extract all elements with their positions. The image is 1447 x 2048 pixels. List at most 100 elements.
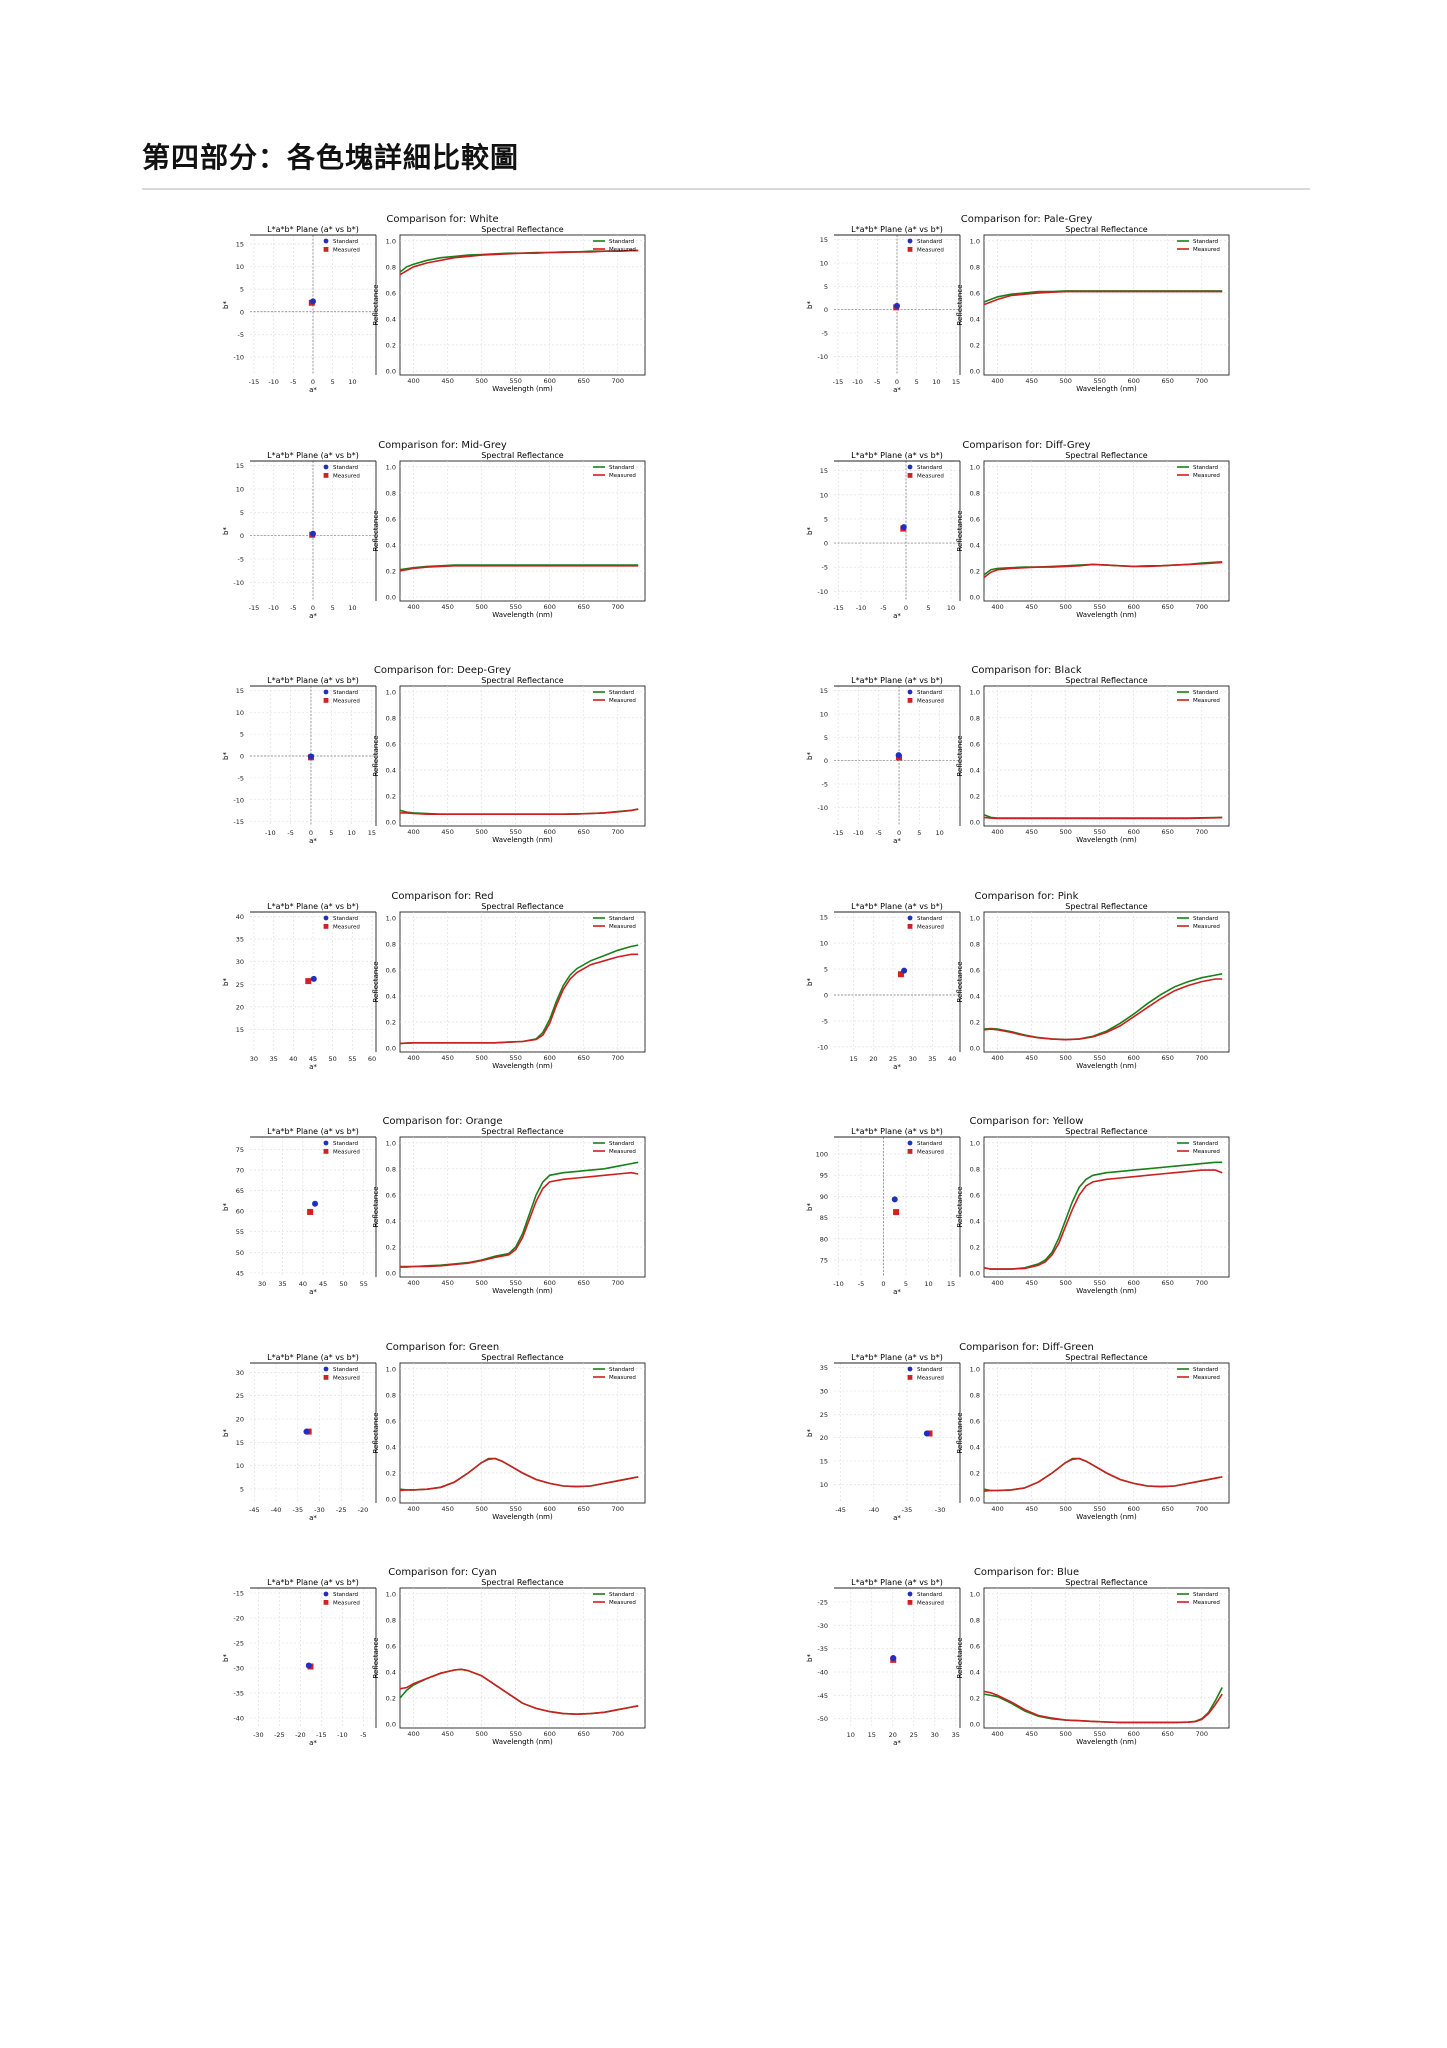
spectral-x-tick-label: 500 bbox=[1059, 1279, 1071, 1287]
lab-x-tick-label: 30 bbox=[250, 1055, 258, 1063]
spectral-y-tick-label: 0.2 bbox=[386, 1469, 396, 1477]
lab-x-tick-label: -45 bbox=[249, 1506, 260, 1514]
legend-standard-label: Standard bbox=[917, 239, 942, 245]
lab-y-tick-label: 90 bbox=[820, 1193, 828, 1201]
legend-measured-marker bbox=[323, 247, 329, 252]
spectral-frame bbox=[983, 234, 1230, 376]
lab-x-tick-label: 0 bbox=[895, 378, 899, 386]
spectral-plot-title: Spectral Reflectance bbox=[481, 676, 564, 685]
spectral-x-tick-label: 600 bbox=[544, 377, 556, 385]
spectral-plot-title: Spectral Reflectance bbox=[1065, 451, 1148, 460]
spectral-x-tick-label: 400 bbox=[407, 603, 419, 611]
spectral-y-tick-label: 0.6 bbox=[970, 966, 980, 974]
spectral-x-tick-label: 400 bbox=[991, 828, 1003, 836]
lab-point-standard bbox=[923, 1429, 930, 1436]
lab-y-tick-label: 5 bbox=[240, 1485, 244, 1493]
lab-x-tick-label: 55 bbox=[348, 1055, 356, 1063]
lab-y-tick-label: -10 bbox=[233, 578, 244, 586]
series-measured-line bbox=[983, 977, 1223, 1041]
spectral-y-tick-label: 0.0 bbox=[970, 819, 980, 827]
legend-standard-label: Standard bbox=[917, 1141, 942, 1147]
lab-x-tick-label: -30 bbox=[935, 1506, 946, 1514]
lab-y-tick-label: -5 bbox=[822, 330, 828, 338]
legend-measured-marker bbox=[907, 923, 913, 929]
legend-measured-marker bbox=[907, 1374, 913, 1380]
spectral-y-tick-label: 0.2 bbox=[970, 1469, 980, 1477]
spectral-x-tick-label: 650 bbox=[1162, 828, 1174, 836]
lab-y-tick-label: 5 bbox=[824, 965, 828, 973]
legend-measured-label: Measured bbox=[609, 247, 636, 253]
spectral-x-tick-label: 650 bbox=[578, 828, 590, 836]
lab-x-tick-label: -25 bbox=[336, 1506, 347, 1514]
spectral-x-tick-label: 700 bbox=[1196, 1505, 1208, 1513]
lab-x-tick-label: -5 bbox=[287, 829, 293, 837]
legend-standard-label: Standard bbox=[333, 1141, 358, 1147]
lab-plot-title: L*a*b* Plane (a* vs b*) bbox=[267, 225, 359, 234]
spectral-x-tick-label: 600 bbox=[544, 1054, 556, 1062]
series-standard-line bbox=[983, 290, 1223, 303]
lab-x-tick-label: 15 bbox=[850, 1055, 858, 1063]
lab-plot-title: L*a*b* Plane (a* vs b*) bbox=[267, 902, 359, 911]
legend-measured-label: Measured bbox=[333, 699, 360, 705]
spectral-y-tick-label: 0.6 bbox=[386, 1417, 396, 1425]
spectral-x-tick-label: 700 bbox=[612, 377, 624, 385]
lab-x-tick-label: 45 bbox=[309, 1055, 317, 1063]
spectral-plot-title: Spectral Reflectance bbox=[1065, 1127, 1148, 1136]
lab-y-axis-label: b* bbox=[222, 301, 230, 309]
lab-y-tick-label: 40 bbox=[236, 913, 244, 921]
legend-measured-marker bbox=[907, 1149, 913, 1154]
lab-x-tick-label: -45 bbox=[835, 1506, 846, 1514]
lab-y-tick-label: 10 bbox=[236, 263, 244, 271]
spectral-y-axis-label: Reflectance bbox=[372, 735, 380, 776]
legend-standard-label: Standard bbox=[609, 1367, 634, 1373]
lab-y-tick-label: 10 bbox=[236, 485, 244, 493]
lab-y-tick-label: -25 bbox=[817, 1599, 828, 1607]
spectral-x-tick-label: 500 bbox=[1059, 1505, 1071, 1513]
spectral-x-tick-label: 550 bbox=[1093, 1054, 1105, 1062]
lab-x-tick-label: 5 bbox=[331, 378, 335, 386]
spectral-y-tick-label: 0.8 bbox=[970, 1165, 980, 1173]
lab-x-axis-label: a* bbox=[309, 1739, 317, 1747]
lab-y-tick-label: 15 bbox=[820, 687, 828, 695]
legend-measured-marker bbox=[907, 247, 913, 252]
lab-y-tick-label: 25 bbox=[236, 1392, 244, 1400]
lab-x-tick-label: 5 bbox=[904, 1280, 908, 1288]
spectral-frame bbox=[983, 1136, 1230, 1278]
legend-measured-label: Measured bbox=[609, 698, 636, 704]
lab-y-tick-label: 20 bbox=[236, 1003, 244, 1011]
spectral-y-tick-label: 0.8 bbox=[386, 489, 396, 497]
lab-x-tick-label: -40 bbox=[868, 1506, 879, 1514]
spectral-x-tick-label: 600 bbox=[1128, 1505, 1140, 1513]
series-measured-line bbox=[399, 953, 639, 1044]
lab-x-tick-label: 40 bbox=[289, 1055, 297, 1063]
lab-grid bbox=[834, 1137, 960, 1277]
spectral-x-tick-label: 650 bbox=[578, 1054, 590, 1062]
spectral-y-axis-label: Reflectance bbox=[956, 510, 964, 551]
spectral-y-tick-label: 0.4 bbox=[386, 315, 396, 323]
spectral-x-tick-label: 650 bbox=[1162, 1730, 1174, 1738]
spectral-x-tick-label: 550 bbox=[509, 1054, 521, 1062]
lab-y-axis-label: b* bbox=[222, 526, 230, 534]
lab-y-axis-label: b* bbox=[222, 977, 230, 985]
lab-y-tick-label: -30 bbox=[233, 1665, 244, 1673]
spectral-x-tick-label: 450 bbox=[1025, 377, 1037, 385]
legend-measured-marker bbox=[907, 472, 913, 478]
lab-y-tick-label: -10 bbox=[817, 353, 828, 361]
spectral-x-tick-label: 650 bbox=[578, 377, 590, 385]
lab-x-tick-label: 5 bbox=[917, 829, 921, 837]
spectral-x-tick-label: 700 bbox=[612, 1730, 624, 1738]
panel-svg: Comparison for: Black L*a*b* Plane (a* vs… bbox=[806, 665, 1230, 845]
lab-x-tick-label: -15 bbox=[249, 604, 260, 612]
legend-measured-label: Measured bbox=[1193, 473, 1220, 479]
lab-x-axis-label: a* bbox=[309, 1288, 317, 1296]
spectral-x-tick-label: 550 bbox=[509, 603, 521, 611]
lab-y-axis-label: b* bbox=[806, 1654, 814, 1662]
spectral-plot-title: Spectral Reflectance bbox=[481, 902, 564, 911]
lab-plot-title: L*a*b* Plane (a* vs b*) bbox=[267, 1127, 359, 1136]
legend-standard-label: Standard bbox=[1193, 916, 1218, 922]
lab-x-axis-label: a* bbox=[309, 1063, 317, 1071]
legend-measured-label: Measured bbox=[333, 1601, 360, 1607]
lab-x-tick-label: 60 bbox=[368, 1055, 376, 1063]
spectral-y-tick-label: 0.8 bbox=[970, 263, 980, 271]
lab-x-axis-label: a* bbox=[309, 612, 317, 620]
